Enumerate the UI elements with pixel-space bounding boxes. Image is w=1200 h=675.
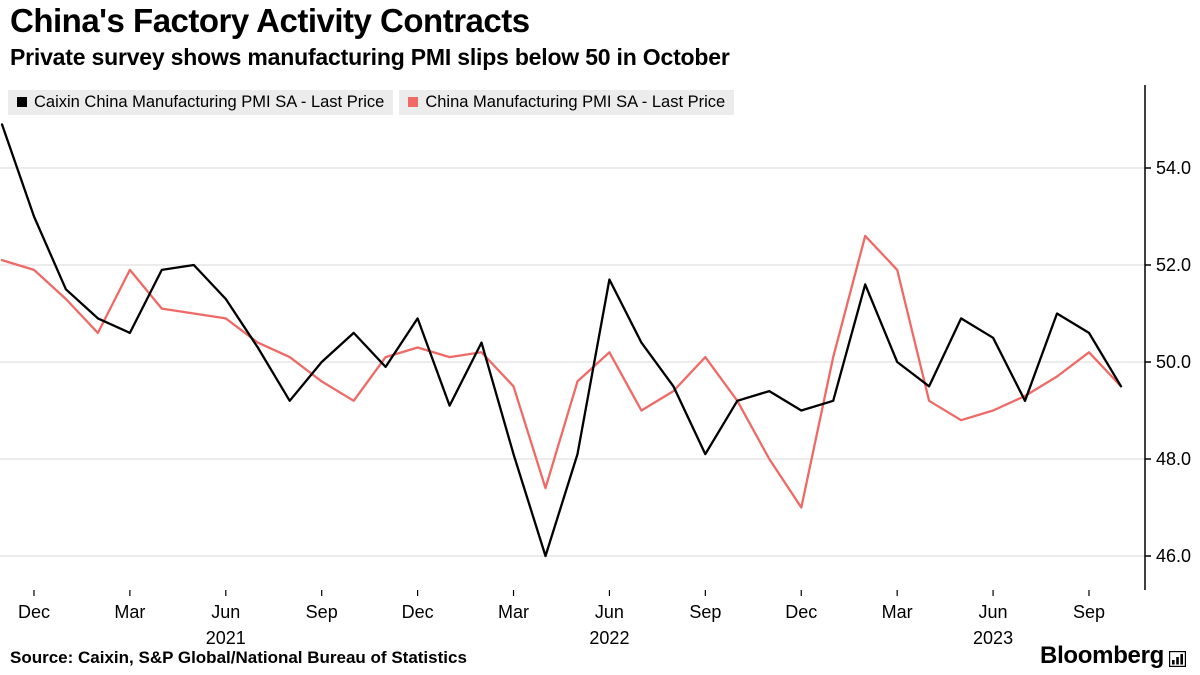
svg-text:Jun: Jun [979, 602, 1008, 622]
legend-label-caixin-pmi: Caixin China Manufacturing PMI SA - Last… [34, 93, 385, 111]
bloomberg-wordmark: Bloomberg [1040, 642, 1164, 669]
chart-subtitle: Private survey shows manufacturing PMI s… [10, 44, 730, 70]
svg-text:2021: 2021 [206, 628, 246, 648]
svg-text:Mar: Mar [882, 602, 913, 622]
svg-text:2022: 2022 [589, 628, 629, 648]
legend-item-official-pmi: China Manufacturing PMI SA - Last Price [399, 90, 735, 115]
svg-text:50.0: 50.0 [1156, 352, 1191, 372]
svg-text:Jun: Jun [595, 602, 624, 622]
bloomberg-logo: Bloomberg [1040, 644, 1186, 668]
svg-text:52.0: 52.0 [1156, 255, 1191, 275]
svg-text:Sep: Sep [1073, 602, 1105, 622]
svg-text:54.0: 54.0 [1156, 158, 1191, 178]
legend-swatch-red-icon [408, 97, 419, 108]
source-attribution: Source: Caixin, S&P Global/National Bure… [10, 648, 467, 667]
svg-text:Mar: Mar [498, 602, 529, 622]
legend-label-official-pmi: China Manufacturing PMI SA - Last Price [425, 93, 726, 111]
pmi-line-chart: 46.0 48.0 50.0 52.0 54.0 Dec Mar Jun Sep Dec Mar Ju… [0, 85, 1191, 648]
chart-legend: Caixin China Manufacturing PMI SA - Last… [8, 90, 735, 115]
svg-text:2023: 2023 [973, 628, 1013, 648]
svg-text:48.0: 48.0 [1156, 449, 1191, 469]
svg-text:Dec: Dec [785, 602, 817, 622]
svg-text:Dec: Dec [402, 602, 434, 622]
svg-text:Sep: Sep [306, 602, 338, 622]
bloomberg-chart-icon [1169, 651, 1186, 667]
svg-text:Dec: Dec [18, 602, 50, 622]
legend-swatch-black-icon [17, 97, 27, 108]
svg-text:Sep: Sep [689, 602, 721, 622]
legend-item-caixin-pmi: Caixin China Manufacturing PMI SA - Last… [8, 90, 394, 115]
svg-text:46.0: 46.0 [1156, 546, 1191, 566]
chart-title: China's Factory Activity Contracts [10, 2, 530, 39]
svg-text:Jun: Jun [211, 602, 240, 622]
svg-text:Mar: Mar [114, 602, 145, 622]
